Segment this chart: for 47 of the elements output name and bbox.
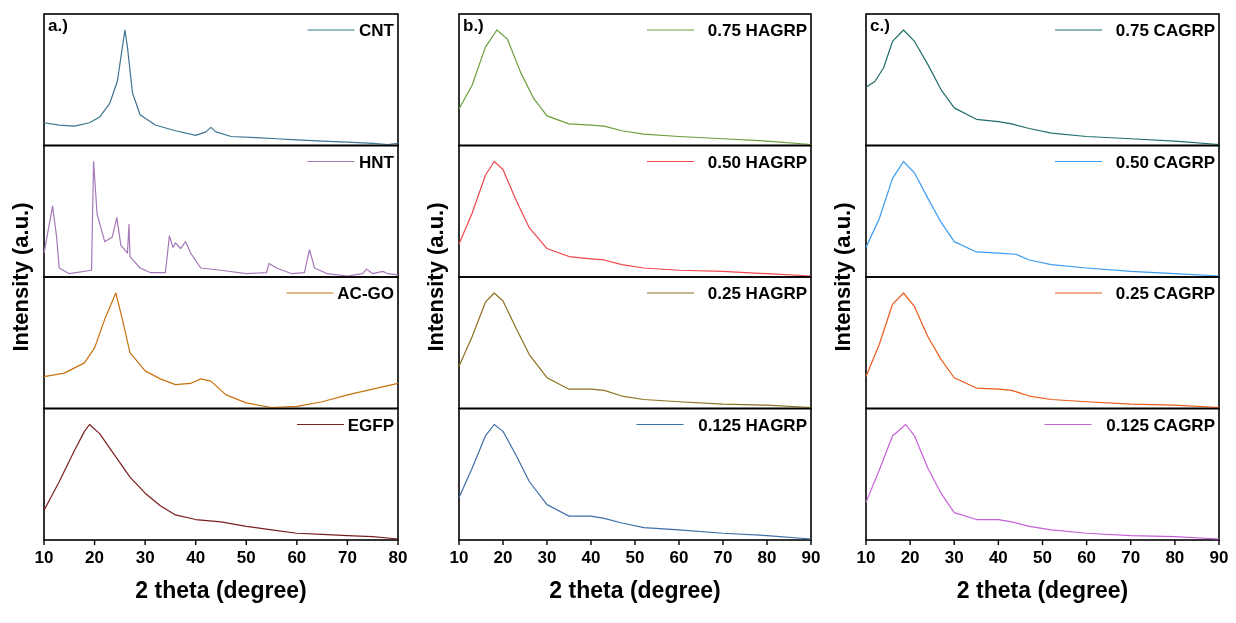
x-tick-label: 10	[34, 548, 54, 567]
x-tick-label: 30	[944, 548, 964, 567]
legend-label: 0.25 CAGRP	[1115, 284, 1215, 303]
y-axis-title: Intensity (a.u.)	[423, 202, 448, 352]
legend-label: 0.75 CAGRP	[1115, 21, 1215, 40]
x-tick-label: 70	[337, 548, 357, 567]
x-tick-label: 80	[1165, 548, 1185, 567]
legend-label: 0.125 CAGRP	[1106, 415, 1215, 435]
legend-label: CNT	[359, 21, 395, 40]
legend-label: AC-GO	[337, 284, 394, 303]
x-tick-label: 10	[856, 548, 876, 567]
x-tick-label: 10	[449, 548, 469, 567]
x-tick-label: 30	[135, 548, 155, 567]
x-tick-label: 90	[1209, 548, 1229, 567]
x-tick-label: 80	[757, 548, 777, 567]
x-tick-label: 60	[287, 548, 307, 567]
x-tick-label: 50	[236, 548, 256, 567]
y-axis-title: Intensity (a.u.)	[8, 202, 33, 352]
x-tick-label: 50	[1033, 548, 1052, 567]
x-tick-label: 20	[493, 548, 513, 567]
x-axis-title: 2 theta (degree)	[135, 577, 307, 603]
legend-label: 0.25 HAGRP	[707, 284, 807, 303]
annotation: a.)	[48, 16, 68, 35]
x-tick-label: 20	[900, 548, 920, 567]
legend-label: EGFP	[347, 415, 394, 435]
x-tick-label: 20	[85, 548, 105, 567]
x-tick-label: 50	[625, 548, 645, 567]
x-tick-label: 60	[1077, 548, 1097, 567]
x-tick-label: 70	[713, 548, 733, 567]
x-tick-label: 40	[186, 548, 206, 567]
x-tick-label: 30	[537, 548, 557, 567]
x-tick-label: 70	[1121, 548, 1141, 567]
annotation: b.)	[463, 16, 484, 35]
annotation: c.)	[870, 16, 890, 35]
legend-label: 0.125 HAGRP	[698, 415, 807, 435]
x-tick-label: 60	[669, 548, 689, 567]
legend-label: 0.50 CAGRP	[1115, 152, 1215, 172]
legend-label: 0.75 HAGRP	[707, 21, 807, 40]
legend-label: HNT	[359, 152, 395, 172]
x-tick-label: 80	[388, 548, 408, 567]
x-axis-title: 2 theta (degree)	[956, 577, 1129, 603]
x-axis-title: 2 theta (degree)	[549, 577, 721, 603]
x-tick-label: 40	[581, 548, 601, 567]
x-tick-label: 40	[988, 548, 1008, 567]
x-tick-label: 90	[801, 548, 821, 567]
legend-label: 0.50 HAGRP	[707, 152, 807, 172]
y-axis-title: Intensity (a.u.)	[830, 202, 855, 352]
